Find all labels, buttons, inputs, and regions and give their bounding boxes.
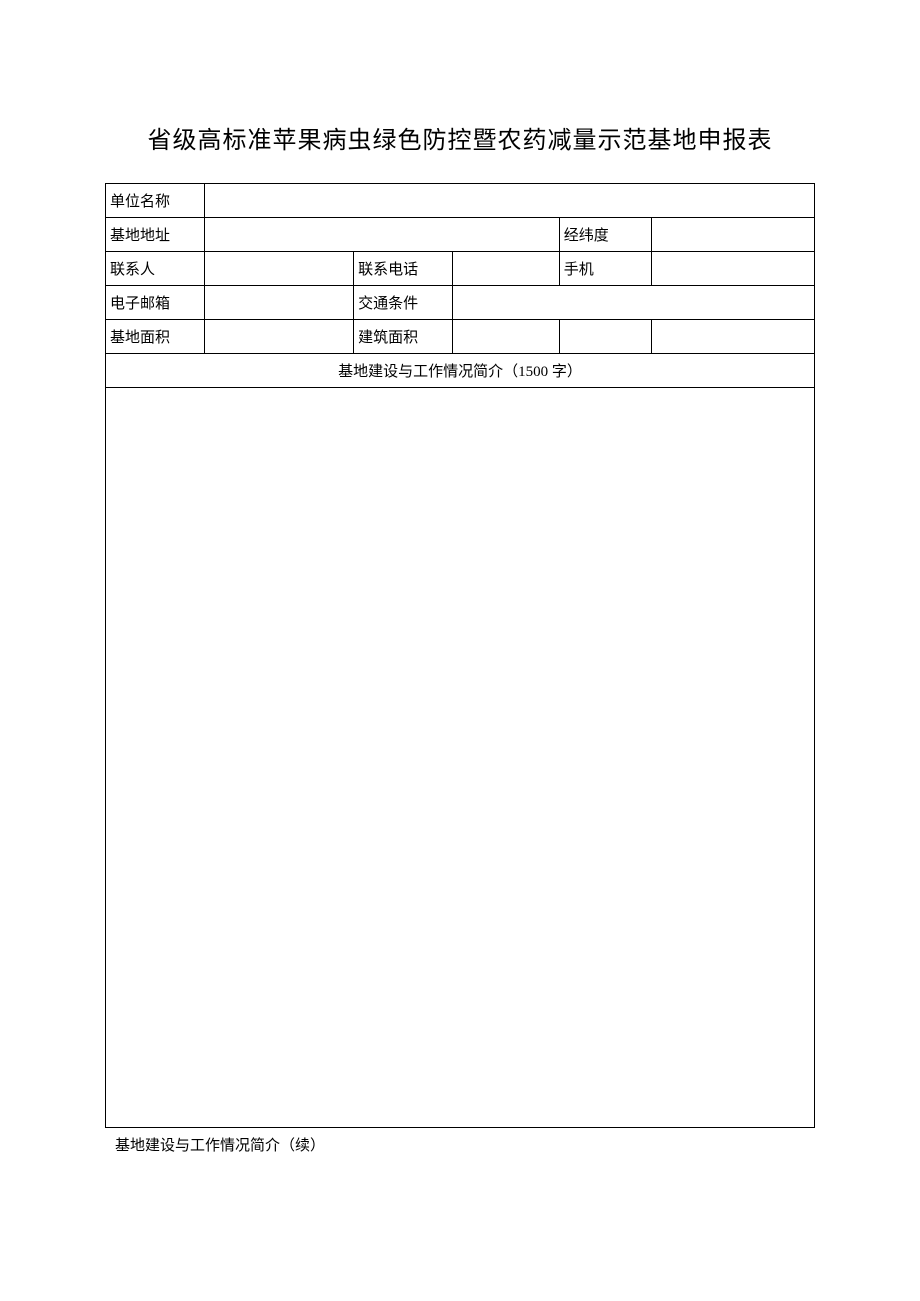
value-unit-name bbox=[205, 184, 815, 218]
table-row: 电子邮箱 交通条件 bbox=[106, 286, 815, 320]
value-extra-1 bbox=[559, 320, 651, 354]
label-unit-name: 单位名称 bbox=[106, 184, 205, 218]
value-traffic bbox=[453, 286, 815, 320]
table-row bbox=[106, 388, 815, 1128]
value-extra-2 bbox=[651, 320, 814, 354]
value-mobile bbox=[651, 252, 814, 286]
document-title: 省级高标准苹果病虫绿色防控暨农药减量示范基地申报表 bbox=[105, 120, 815, 155]
value-base-area bbox=[205, 320, 354, 354]
footer-note: 基地建设与工作情况简介（续） bbox=[105, 1128, 815, 1155]
label-building-area: 建筑面积 bbox=[354, 320, 453, 354]
value-email bbox=[205, 286, 354, 320]
section-content bbox=[106, 388, 815, 1128]
application-form-table: 单位名称 基地地址 经纬度 联系人 联系电话 手机 电子邮箱 交通条件 bbox=[105, 183, 815, 1128]
label-mobile: 手机 bbox=[559, 252, 651, 286]
label-coordinates: 经纬度 bbox=[559, 218, 651, 252]
label-traffic: 交通条件 bbox=[354, 286, 453, 320]
page-container: 省级高标准苹果病虫绿色防控暨农药减量示范基地申报表 单位名称 基地地址 经纬度 … bbox=[0, 0, 920, 1155]
label-base-area: 基地面积 bbox=[106, 320, 205, 354]
value-base-address bbox=[205, 218, 559, 252]
table-row: 基地地址 经纬度 bbox=[106, 218, 815, 252]
label-contact-person: 联系人 bbox=[106, 252, 205, 286]
value-coordinates bbox=[651, 218, 814, 252]
value-building-area bbox=[453, 320, 559, 354]
value-phone bbox=[453, 252, 559, 286]
label-base-address: 基地地址 bbox=[106, 218, 205, 252]
label-phone: 联系电话 bbox=[354, 252, 453, 286]
label-email: 电子邮箱 bbox=[106, 286, 205, 320]
table-row: 联系人 联系电话 手机 bbox=[106, 252, 815, 286]
table-row: 基地面积 建筑面积 bbox=[106, 320, 815, 354]
table-row: 单位名称 bbox=[106, 184, 815, 218]
value-contact-person bbox=[205, 252, 354, 286]
section-header: 基地建设与工作情况简介（1500 字） bbox=[106, 354, 815, 388]
table-row: 基地建设与工作情况简介（1500 字） bbox=[106, 354, 815, 388]
